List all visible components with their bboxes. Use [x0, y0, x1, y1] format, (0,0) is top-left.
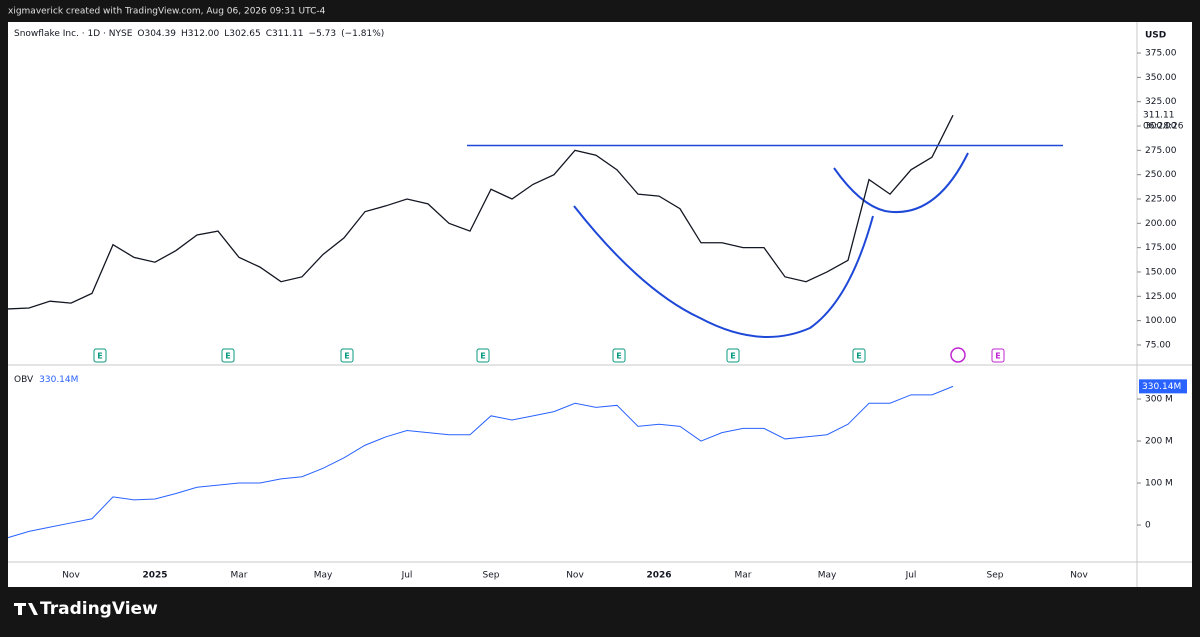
earnings-badge — [221, 348, 235, 363]
legend-close: C311.11 — [266, 29, 304, 39]
earnings-label: E — [225, 352, 230, 361]
brand: TradingView — [40, 599, 158, 619]
x-tick-label: Mar — [735, 571, 752, 581]
y-tick-label: 75.00 — [1145, 340, 1171, 350]
x-tick-label: 2026 — [646, 571, 671, 581]
earnings-badge — [93, 348, 107, 363]
y-tick-label: 150.00 — [1145, 267, 1177, 277]
x-tick-label: Jul — [401, 571, 413, 581]
earnings-label: E — [344, 352, 349, 361]
obv-legend: OBV 330.14M — [14, 375, 78, 385]
y-tick-label: 100 M — [1145, 479, 1173, 489]
last-price-label: 311.11 — [1143, 111, 1175, 121]
handle-curve — [833, 152, 969, 214]
earnings-badge — [476, 348, 490, 363]
legend-change_pct: (−1.81%) — [341, 29, 384, 39]
x-tick-label: May — [314, 571, 333, 581]
y-tick-label: 300 M — [1145, 395, 1173, 405]
legend-low: L302.65 — [224, 29, 261, 39]
x-tick-label: Nov — [1070, 571, 1088, 581]
x-tick-label: 2025 — [142, 571, 167, 581]
earnings-badge — [340, 348, 354, 363]
obv-last: 330.14M — [39, 375, 78, 385]
x-tick-label: Mar — [231, 571, 248, 581]
earnings-badge — [612, 348, 626, 363]
x-tick-label: Sep — [987, 571, 1004, 581]
x-tick-label: Jul — [905, 571, 917, 581]
obv-tag — [1139, 379, 1187, 394]
legend-symbol: Snowflake Inc. · 1D · NYSE O304.39 H312.00… — [14, 29, 384, 39]
legend-open: O304.39 — [137, 29, 176, 39]
x-tick-label: Sep — [483, 571, 500, 581]
brand-logo — [14, 603, 38, 615]
y-tick-label: 325.00 — [1145, 97, 1177, 107]
y-tick-label: 200 M — [1145, 437, 1173, 447]
y-tick-label: 0 — [1145, 521, 1151, 531]
earnings-label: E — [730, 352, 735, 361]
x-tick-label: Nov — [62, 571, 80, 581]
y-tick-label: 125.00 — [1145, 292, 1177, 302]
legend-change: −5.73 — [309, 29, 337, 39]
legend-high: H312.00 — [181, 29, 220, 39]
earnings-badge — [991, 348, 1005, 363]
earnings-label: E — [616, 352, 621, 361]
countdown: 06:28:26 — [1143, 122, 1184, 132]
y-tick-label: 200.00 — [1145, 219, 1177, 229]
y-tick-label: 100.00 — [1145, 316, 1177, 326]
x-tick-label: Nov — [566, 571, 584, 581]
x-tick-label: May — [818, 571, 837, 581]
alert-icon — [950, 347, 966, 363]
earnings-label: E — [480, 352, 485, 361]
y-tick-label: 375.00 — [1145, 49, 1177, 59]
earnings-label: E — [856, 352, 861, 361]
earnings-label: E — [995, 352, 1000, 361]
y-tick-label: 350.00 — [1145, 73, 1177, 83]
price-line — [7, 114, 954, 310]
y-tick-label: 175.00 — [1145, 243, 1177, 253]
obv-tag-label: 330.14M — [1142, 382, 1181, 392]
axis-unit: USD — [1145, 31, 1166, 41]
y-tick-label: 275.00 — [1145, 146, 1177, 156]
top-bar-text: xigmaverick created with TradingView.com… — [8, 7, 326, 17]
obv-line — [7, 385, 954, 539]
earnings-badge — [726, 348, 740, 363]
cup-curve — [573, 205, 874, 338]
chart-area — [8, 22, 1192, 587]
earnings-label: E — [97, 352, 102, 361]
y-tick-label: 250.00 — [1145, 170, 1177, 180]
legend-symbol: Snowflake Inc. · 1D · NYSE — [14, 29, 133, 39]
obv-name: OBV — [14, 375, 34, 385]
earnings-badge — [852, 348, 866, 363]
y-tick-label: 225.00 — [1145, 194, 1177, 204]
y-tick-label: 300.00 — [1145, 122, 1177, 132]
